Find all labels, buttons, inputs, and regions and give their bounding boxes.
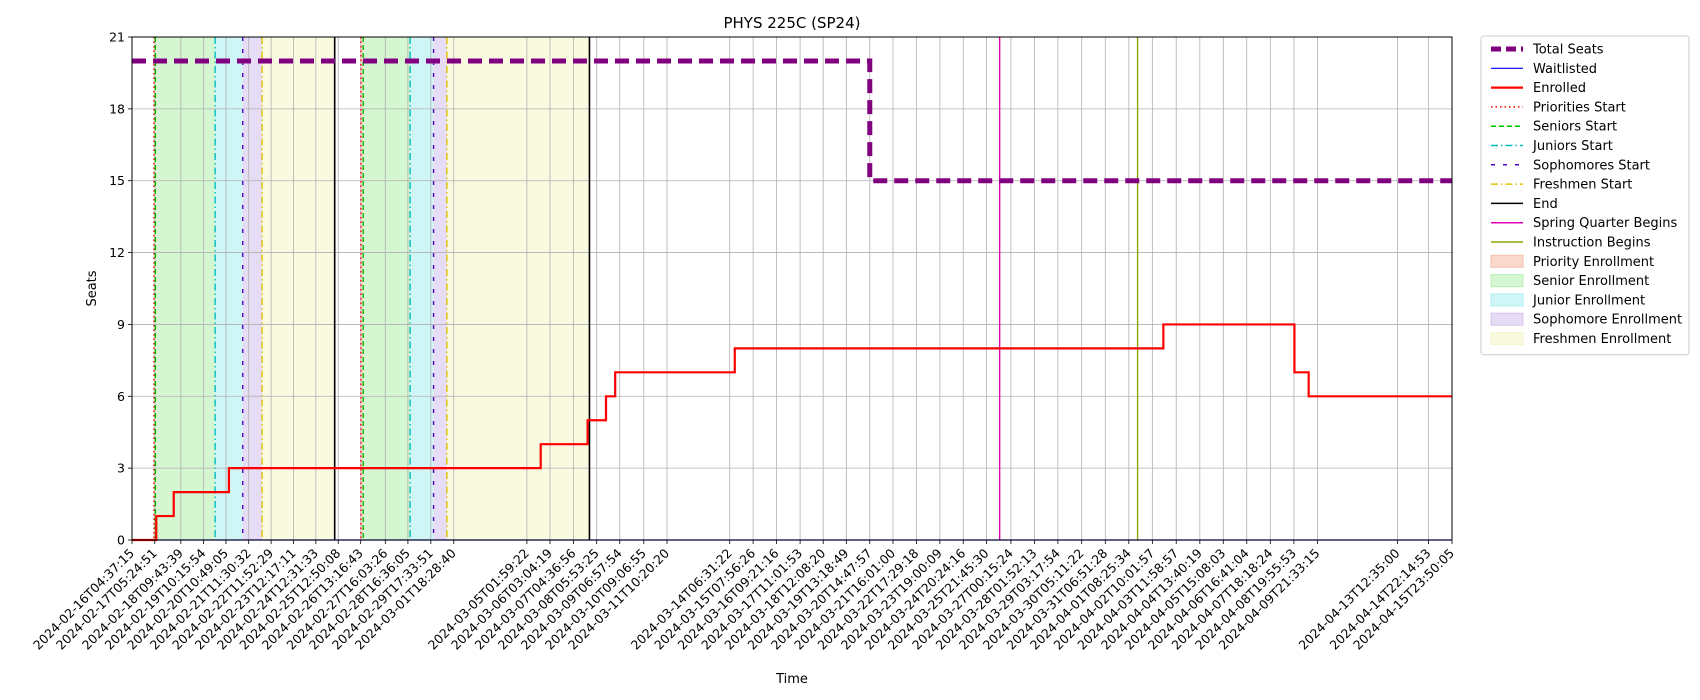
legend-label-sophomore-enrollment: Sophomore Enrollment <box>1533 313 1682 328</box>
period-span-senior-enrollment <box>155 37 216 540</box>
legend-label-freshmen-enrollment: Freshmen Enrollment <box>1533 332 1671 347</box>
legend-label-sophomores-start: Sophomores Start <box>1533 158 1650 173</box>
legend-swatch-senior-enrollment <box>1490 274 1524 288</box>
period-shading-group <box>153 37 590 540</box>
legend-label-waitlisted: Waitlisted <box>1533 62 1597 77</box>
legend-label-instruction-begins: Instruction Begins <box>1533 236 1651 251</box>
period-span-junior-enrollment <box>410 37 434 540</box>
y-tick-label: 3 <box>117 461 125 476</box>
legend-box <box>1480 35 1690 356</box>
y-axis-label: Seats <box>85 270 100 306</box>
legend-label-enrolled: Enrolled <box>1533 81 1586 96</box>
legend-label-freshmen-start: Freshmen Start <box>1533 178 1632 193</box>
series-line-total-seats <box>132 58 1452 184</box>
y-tick-label: 9 <box>117 317 125 332</box>
legend-label-total-seats: Total Seats <box>1532 43 1604 58</box>
period-span-freshmen-enrollment <box>262 37 335 540</box>
period-span-freshmen-enrollment <box>446 37 590 540</box>
period-span-priority-enrollment <box>360 37 364 540</box>
legend-label-juniors-start: Juniors Start <box>1532 139 1613 154</box>
x-axis-label: Time <box>775 672 808 687</box>
y-tick-label: 15 <box>109 173 125 188</box>
y-tick-label: 6 <box>117 389 125 404</box>
plot-frame <box>131 36 1453 541</box>
y-tick-label: 12 <box>109 245 125 260</box>
period-span-sophomore-enrollment <box>433 37 447 540</box>
legend-label-seniors-start: Seniors Start <box>1533 120 1617 135</box>
event-lines-group <box>153 37 1139 540</box>
y-tick-label: 0 <box>117 533 125 548</box>
legend-label-senior-enrollment: Senior Enrollment <box>1533 274 1649 289</box>
legend-swatch-sophomore-enrollment <box>1490 312 1524 326</box>
x-tick-label: 2024-04-15T23:50:05 <box>1350 546 1457 653</box>
y-tick-label: 18 <box>109 101 125 116</box>
legend-label-end: End <box>1533 197 1558 212</box>
legend: Total Seats Waitlisted Enrolled Priorities … <box>1480 35 1690 356</box>
legend-label-priorities-start: Priorities Start <box>1533 100 1626 115</box>
legend-label-junior-enrollment: Junior Enrollment <box>1532 293 1645 308</box>
legend-label-priority-enrollment: Priority Enrollment <box>1533 255 1654 270</box>
legend-swatch-freshmen-enrollment <box>1490 332 1524 345</box>
series-line-enrolled <box>132 323 1452 542</box>
grid-group <box>131 36 1453 541</box>
period-span-junior-enrollment <box>215 37 243 540</box>
chart-title: PHYS 225C (SP24) <box>723 14 860 32</box>
legend-swatch-junior-enrollment <box>1490 293 1524 307</box>
legend-label-spring-quarter-begins: Spring Quarter Begins <box>1533 216 1677 231</box>
period-span-sophomore-enrollment <box>242 37 263 540</box>
period-span-senior-enrollment <box>363 37 411 540</box>
legend-swatch-priority-enrollment <box>1490 254 1524 268</box>
y-tick-label: 21 <box>109 30 125 45</box>
